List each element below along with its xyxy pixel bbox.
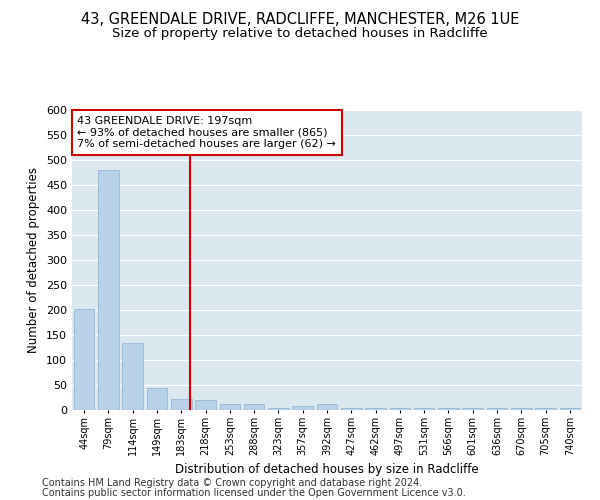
Bar — [195, 400, 216, 410]
Text: Size of property relative to detached houses in Radcliffe: Size of property relative to detached ho… — [112, 28, 488, 40]
Bar — [463, 408, 483, 410]
Bar — [244, 404, 265, 410]
Bar — [535, 408, 556, 410]
Text: Contains HM Land Registry data © Crown copyright and database right 2024.: Contains HM Land Registry data © Crown c… — [42, 478, 422, 488]
Text: 43, GREENDALE DRIVE, RADCLIFFE, MANCHESTER, M26 1UE: 43, GREENDALE DRIVE, RADCLIFFE, MANCHEST… — [81, 12, 519, 28]
Text: 43 GREENDALE DRIVE: 197sqm
← 93% of detached houses are smaller (865)
7% of semi: 43 GREENDALE DRIVE: 197sqm ← 93% of deta… — [77, 116, 336, 149]
Bar — [98, 170, 119, 410]
Bar — [389, 408, 410, 410]
Bar — [511, 408, 532, 410]
Bar — [122, 342, 143, 410]
Bar — [146, 388, 167, 410]
Bar — [220, 404, 240, 410]
Bar — [292, 406, 313, 410]
Bar — [317, 404, 337, 410]
Bar — [414, 408, 434, 410]
Bar — [171, 399, 191, 410]
Bar — [560, 408, 580, 410]
Bar — [365, 408, 386, 410]
Bar — [341, 408, 362, 410]
Bar — [438, 408, 459, 410]
Bar — [268, 408, 289, 410]
Bar — [487, 408, 508, 410]
Text: Contains public sector information licensed under the Open Government Licence v3: Contains public sector information licen… — [42, 488, 466, 498]
Bar — [74, 309, 94, 410]
X-axis label: Distribution of detached houses by size in Radcliffe: Distribution of detached houses by size … — [175, 464, 479, 476]
Y-axis label: Number of detached properties: Number of detached properties — [28, 167, 40, 353]
